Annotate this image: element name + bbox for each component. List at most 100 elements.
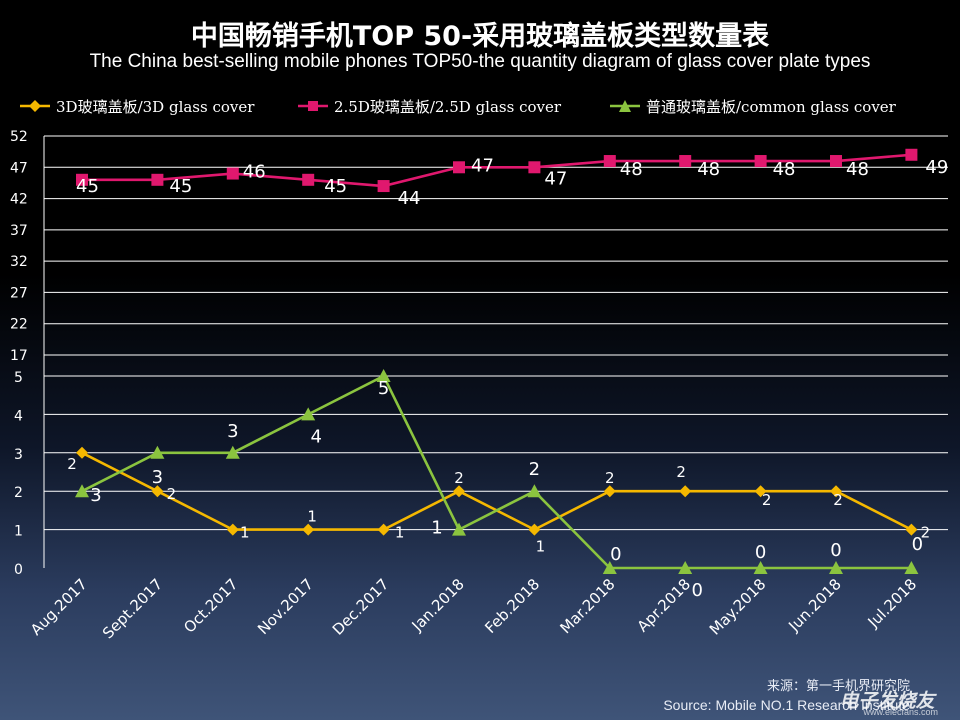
data-point-2-5d	[830, 155, 842, 168]
data-label: 45	[76, 176, 99, 197]
watermark-url: www.elecfans.com	[863, 707, 938, 717]
y-tick-upper: 42	[10, 192, 28, 208]
y-tick-upper: 27	[10, 285, 28, 301]
data-label: 45	[324, 176, 347, 197]
x-tick-label: Aug.2017	[27, 575, 91, 639]
data-label: 47	[544, 168, 567, 189]
legend: 3D玻璃盖板/3D glass cover 2.5D玻璃盖板/2.5D glas…	[18, 95, 948, 117]
data-point-3d	[226, 523, 239, 536]
data-point-common	[225, 445, 240, 459]
y-tick-upper: 52	[10, 129, 28, 145]
data-label: 49	[925, 157, 948, 178]
data-label: 2	[454, 469, 464, 487]
y-tick-upper: 37	[10, 223, 28, 239]
x-tick-label: Nov.2017	[254, 575, 317, 638]
data-label: 1	[395, 524, 405, 542]
data-label: 47	[471, 155, 494, 176]
data-label: 0	[755, 542, 766, 563]
y-tick-upper: 47	[10, 160, 28, 176]
y-tick-lower: 2	[14, 485, 23, 501]
diamond-marker-icon	[20, 100, 50, 112]
data-label: 44	[398, 188, 421, 209]
data-point-common	[904, 561, 919, 574]
data-label: 48	[773, 159, 796, 180]
data-point-3d	[76, 446, 88, 459]
data-label: 2	[605, 469, 615, 487]
x-tick-label: May.2018	[706, 575, 770, 639]
data-point-3d	[754, 485, 767, 498]
data-label: 1	[431, 518, 442, 539]
square-marker-icon	[298, 101, 328, 111]
legend-item-common: 普通玻璃盖板/common glass cover	[608, 95, 896, 117]
source-en: Source: Mobile NO.1 Research Institute	[663, 697, 910, 713]
watermark-logo: 电子发烧友	[839, 689, 935, 712]
data-point-3d	[302, 523, 315, 536]
data-point-2-5d	[754, 155, 767, 168]
data-point-common	[527, 484, 542, 498]
y-tick-lower: 4	[14, 408, 23, 424]
y-tick-lower: 0	[14, 562, 23, 578]
legend-label-2-5d: 2.5D玻璃盖板/2.5D glass cover	[334, 97, 562, 116]
x-tick-label: Apr.2018	[634, 575, 694, 635]
data-point-2-5d	[679, 155, 692, 168]
data-point-2-5d	[226, 167, 239, 180]
data-point-common	[452, 522, 466, 536]
chart-title: 中国畅销手机TOP 50-采用玻璃盖板类型数量表	[190, 21, 770, 52]
source-cn: 来源：第一手机界研究院	[766, 679, 910, 694]
data-point-common	[829, 561, 843, 574]
data-label: 3	[90, 485, 101, 506]
data-label: 48	[697, 159, 720, 180]
x-tick-label: Jun.2018	[784, 575, 844, 635]
y-tick-lower: 1	[14, 524, 23, 540]
x-tick-label: Jan.2018	[408, 575, 468, 635]
data-label: 5	[378, 378, 389, 399]
data-label: 2	[529, 459, 540, 480]
x-tick-label: Dec.2017	[329, 575, 393, 639]
data-point-2-5d	[76, 173, 88, 186]
legend-label-common: 普通玻璃盖板/common glass cover	[646, 97, 896, 116]
data-point-common	[753, 561, 768, 574]
data-label: 1	[240, 524, 250, 542]
data-label: 4	[310, 426, 321, 447]
data-point-2-5d	[905, 148, 918, 161]
x-tick-label: Sept.2017	[99, 575, 166, 642]
data-point-2-5d	[151, 173, 164, 186]
data-label: 2	[762, 491, 772, 509]
triangle-marker-icon	[610, 100, 640, 112]
data-label: 0	[912, 534, 923, 555]
data-label: 0	[610, 544, 621, 565]
data-point-2-5d	[302, 173, 315, 186]
data-label: 1	[536, 538, 546, 556]
legend-label-3d: 3D玻璃盖板/3D glass cover	[56, 97, 255, 116]
data-point-3d	[830, 485, 842, 498]
data-point-3d	[528, 523, 541, 536]
x-tick-label: Jul.2018	[864, 575, 921, 632]
data-point-common	[678, 561, 693, 574]
data-label: 0	[830, 540, 841, 561]
data-point-common	[150, 445, 165, 459]
data-point-common	[75, 484, 89, 498]
data-point-3d	[603, 485, 616, 498]
series-line	[81, 374, 912, 570]
y-tick-upper: 17	[10, 348, 28, 364]
data-point-3d	[377, 523, 390, 536]
chart-subtitle: The China best-selling mobile phones TOP…	[89, 51, 871, 72]
data-label: 46	[243, 162, 266, 183]
data-label: 2	[67, 455, 77, 473]
data-label: 3	[227, 421, 238, 442]
data-label: 3	[152, 467, 163, 488]
data-point-2-5d	[453, 161, 465, 174]
data-label: 48	[846, 159, 869, 180]
legend-item-3d: 3D玻璃盖板/3D glass cover	[18, 95, 254, 117]
data-label: 2	[833, 491, 843, 509]
x-tick-label: Feb.2018	[481, 575, 543, 637]
data-label: 2	[921, 524, 931, 542]
x-tick-label: Oct.2017	[180, 575, 241, 636]
y-tick-lower: 5	[14, 370, 23, 386]
data-point-3d	[151, 485, 164, 498]
data-point-3d	[679, 485, 692, 498]
data-point-2-5d	[603, 155, 616, 168]
legend-item-2-5d: 2.5D玻璃盖板/2.5D glass cover	[296, 95, 561, 117]
source-note: 来源：第一手机界研究院 Source: Mobile NO.1 Research…	[663, 678, 910, 714]
